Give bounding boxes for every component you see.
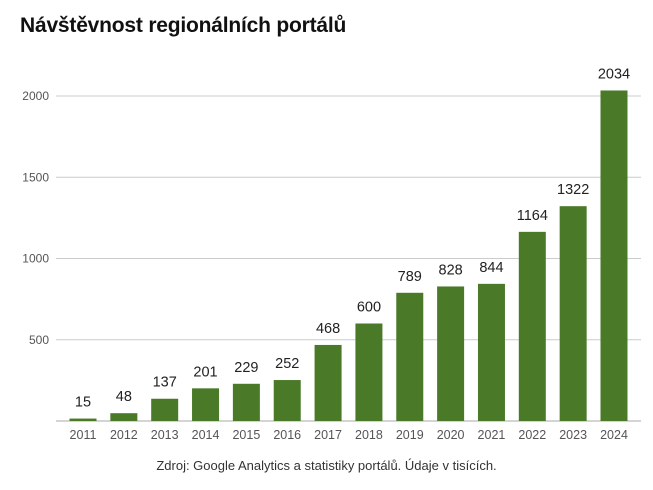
bar-2011 (69, 418, 97, 421)
bar-2018 (355, 323, 383, 421)
data-label-2017: 468 (316, 321, 340, 337)
x-tick-label-2020: 2020 (437, 428, 465, 442)
x-tick-label-2017: 2017 (314, 428, 342, 442)
x-tick-label-2021: 2021 (478, 428, 506, 442)
bar-2024 (600, 90, 628, 421)
y-tick-label: 500 (29, 333, 49, 347)
x-tick-label-2024: 2024 (600, 428, 628, 442)
bar-2019 (396, 292, 424, 421)
x-tick-label-2019: 2019 (396, 428, 424, 442)
bar-2016 (273, 380, 301, 421)
data-label-2018: 600 (357, 300, 381, 316)
data-label-2023: 1322 (557, 182, 589, 198)
bar-2023 (559, 206, 587, 421)
bar-2012 (110, 413, 138, 421)
data-label-2013: 137 (153, 375, 177, 391)
bar-2017 (314, 344, 342, 421)
data-label-2016: 252 (275, 356, 299, 372)
data-label-2014: 201 (193, 364, 217, 380)
data-label-2020: 828 (439, 262, 463, 278)
chart-title: Návštěvnost regionálních portálů (20, 14, 347, 37)
x-tick-label-2016: 2016 (273, 428, 301, 442)
bar-2020 (437, 286, 465, 421)
x-tick-label-2012: 2012 (110, 428, 138, 442)
x-tick-label-2023: 2023 (559, 428, 587, 442)
y-tick-label: 1500 (22, 170, 49, 184)
x-tick-label-2022: 2022 (518, 428, 546, 442)
y-tick-label: 2000 (22, 89, 49, 103)
data-label-2022: 1164 (517, 208, 548, 224)
data-label-2021: 844 (479, 260, 503, 276)
data-label-2019: 789 (398, 269, 422, 285)
x-tick-label-2015: 2015 (232, 428, 260, 442)
data-label-2011: 15 (75, 395, 91, 411)
x-tick-label-2018: 2018 (355, 428, 383, 442)
bar-2014 (192, 388, 220, 421)
chart-source-note: Zdroj: Google Analytics a statistiky por… (156, 458, 497, 473)
bar-2021 (477, 283, 505, 421)
y-tick-label: 1000 (22, 252, 49, 266)
x-tick-label-2014: 2014 (192, 428, 220, 442)
data-label-2024: 2034 (598, 66, 630, 82)
x-tick-label-2011: 2011 (70, 428, 97, 442)
x-tick-label-2013: 2013 (151, 428, 179, 442)
data-label-2012: 48 (116, 389, 132, 405)
bar-2015 (232, 383, 260, 421)
data-label-2015: 229 (234, 360, 258, 376)
bar-2022 (518, 231, 546, 421)
bar-2013 (151, 398, 179, 421)
